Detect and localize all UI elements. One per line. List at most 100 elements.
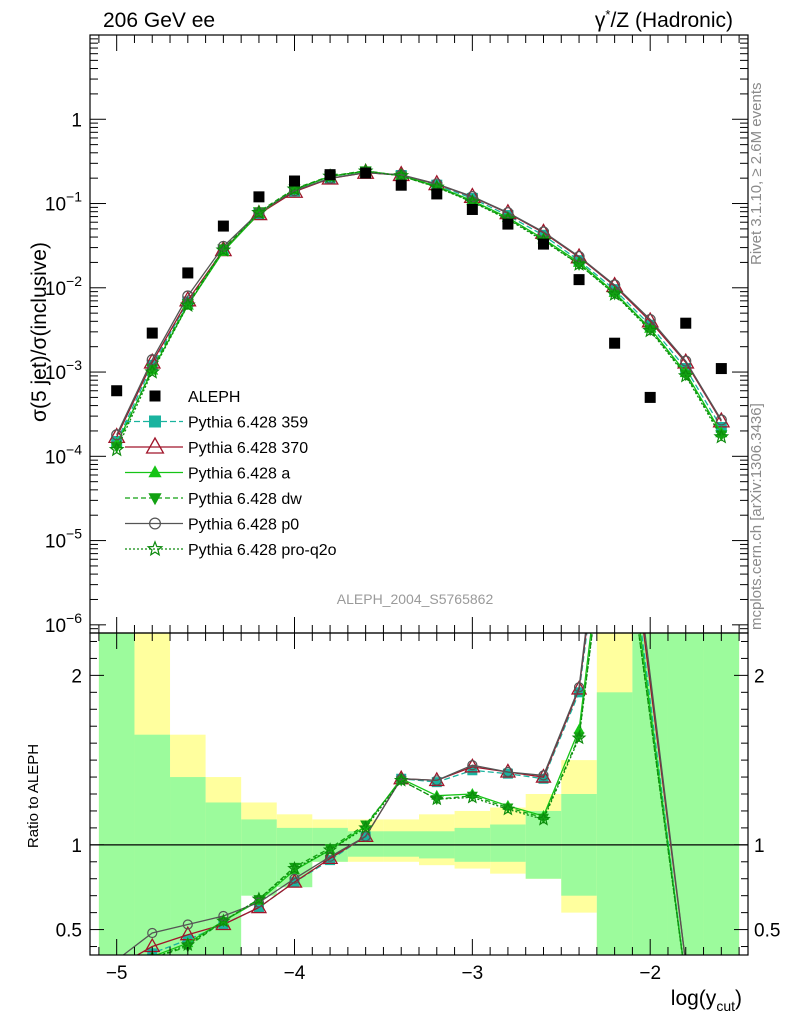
ratio-point-pythia-6-428-pro-q2o: [465, 789, 480, 804]
band-stat: [98, 633, 135, 955]
ratio-ytick-label: 1: [754, 836, 765, 857]
analysis-watermark: ALEPH_2004_S5765862: [337, 591, 494, 607]
point-pythia-6-428-p0: [680, 355, 692, 367]
ratio-line-pythia-6-428-p0: [122, 633, 686, 955]
ratio-point-pythia-6-428-pro-q2o: [287, 860, 302, 875]
band-stat: [383, 831, 419, 857]
ratio-point-pythia-6-428-dw: [573, 732, 585, 743]
data-point-aleph: [715, 363, 727, 375]
point-pythia-6-428-pro-q2o: [713, 428, 730, 444]
ratio-point-pythia-6-428-370: [535, 768, 552, 783]
ytick-label: 10−4: [45, 441, 82, 468]
legend-label-pythia-6-428-pro-q2o: Pythia 6.428 pro-q2o: [188, 542, 337, 559]
data-point-aleph: [182, 267, 194, 279]
ratio-point-pythia-6-428-dw: [609, 451, 620, 461]
point-pythia-6-428-dw: [110, 442, 123, 454]
ytick-label: 10−5: [45, 526, 82, 553]
legend-entry-pythia-6-428-pro-q2o: Pythia 6.428 pro-q2o: [125, 540, 337, 559]
ratio-point-pythia-6-428-dw: [146, 954, 158, 955]
data-point-aleph: [217, 220, 229, 232]
band-stat: [703, 633, 740, 955]
y-axis-label-main: σ(5 jet)/σ(inclusive): [28, 242, 51, 422]
ratio-point-pythia-6-428-359: [431, 777, 442, 788]
ratio-point-pythia-6-428-dw: [502, 803, 514, 814]
data-point-aleph: [609, 337, 621, 349]
data-point-aleph: [466, 203, 478, 215]
ratio-point-pythia-6-428-a: [573, 723, 585, 734]
legend-entry-pythia-6-428-a: Pythia 6.428 a: [125, 465, 290, 483]
x-axis-label: log(ycut): [671, 987, 742, 1014]
legend-entry-pythia-6-428-p0: Pythia 6.428 p0: [125, 517, 299, 534]
line-pythia-6-428-pro-q2o: [116, 170, 722, 450]
point-pythia-6-428-dw: [217, 244, 230, 256]
data-point-aleph: [111, 385, 123, 397]
ratio-point-pythia-6-428-p0: [182, 919, 193, 930]
ratio-line-pythia-6-428-pro-q2o: [159, 633, 684, 955]
point-pythia-6-428-pro-q2o: [606, 285, 623, 301]
ratio-point-pythia-6-428-p0: [573, 682, 585, 693]
point-pythia-6-428-pro-q2o: [215, 241, 232, 257]
ratio-point-pythia-6-428-pro-q2o: [393, 772, 409, 787]
point-pythia-6-428-p0: [217, 240, 229, 252]
ratio-point-pythia-6-428-pro-q2o: [322, 842, 338, 857]
ratio-point-pythia-6-428-370: [608, 397, 622, 410]
ratio-point-pythia-6-428-370: [250, 898, 268, 914]
band-stat: [490, 824, 526, 862]
ratio-point-pythia-6-428-pro-q2o: [536, 811, 551, 826]
data-point-aleph: [644, 391, 656, 403]
point-pythia-6-428-pro-q2o: [144, 363, 161, 379]
ratio-point-pythia-6-428-pro-q2o: [251, 891, 267, 906]
data-point-aleph: [395, 179, 407, 191]
band-stat: [170, 777, 206, 955]
legend-label-pythia-6-428-p0: Pythia 6.428 p0: [188, 517, 299, 534]
y-axis-label-ratio: Ratio to ALEPH: [25, 744, 42, 848]
ratio-point-pythia-6-428-359: [325, 855, 336, 866]
data-point-aleph: [324, 169, 336, 181]
ratio-point-pythia-6-428-pro-q2o: [358, 820, 373, 835]
ratio-ytick-label: 2: [754, 666, 765, 687]
rivet-version-label: Rivet 3.1.10, ≥ 2.6M events: [748, 83, 765, 266]
ratio-point-pythia-6-428-p0: [431, 775, 442, 786]
x-tick-label: −5: [106, 963, 128, 984]
main-panel: 10−6 10−5 10−4 10−3 10−2 10−1 1: [45, 34, 749, 637]
ratio-point-pythia-6-428-359: [538, 773, 549, 784]
ratio-point-pythia-6-428-dw: [360, 820, 372, 831]
ytick-label: 10−1: [45, 189, 82, 216]
legend-marker-pythia-6-428-370: [145, 436, 165, 454]
ratio-point-pythia-6-428-370: [570, 680, 588, 695]
mcplots-credit-label: mcplots.cern.ch [arXiv:1306.3436]: [748, 403, 765, 630]
legend-label-aleph: ALEPH: [188, 389, 240, 406]
ratio-point-pythia-6-428-p0: [360, 831, 371, 842]
ratio-line-pythia-6-428-dw: [160, 633, 684, 955]
band-stat: [205, 802, 242, 955]
x-tick-label: −4: [284, 963, 306, 984]
ratio-point-pythia-6-428-p0: [538, 770, 549, 781]
data-point-aleph: [146, 327, 158, 339]
point-pythia-6-428-pro-q2o: [571, 256, 587, 271]
ytick-label: 10−6: [45, 610, 82, 637]
ratio-point-pythia-6-428-pro-q2o: [500, 801, 516, 816]
ratio-point-pythia-6-428-p0: [289, 873, 300, 884]
point-pythia-6-428-dw: [715, 430, 728, 442]
ratio-point-pythia-6-428-dw: [680, 976, 691, 986]
header-right-label: γ*/Z (Hadronic): [595, 7, 733, 32]
point-pythia-6-428-p0: [609, 279, 621, 291]
x-tick-label: −3: [462, 963, 484, 984]
data-point-aleph: [289, 175, 301, 187]
ytick-label: 10−3: [45, 357, 82, 384]
legend-label-pythia-6-428-dw: Pythia 6.428 dw: [188, 491, 302, 508]
ratio-ytick-label: 0.5: [754, 921, 780, 942]
legend-marker-pythia-6-428-pro-q2o: [146, 540, 164, 557]
point-pythia-6-428-pro-q2o: [179, 297, 196, 312]
ratio-point-pythia-6-428-370: [321, 849, 339, 865]
point-pythia-6-428-p0: [466, 190, 478, 203]
data-point-aleph: [431, 188, 443, 200]
line-pythia-6-428-a: [116, 170, 722, 445]
ratio-point-pythia-6-428-p0: [681, 959, 690, 968]
point-pythia-6-428-p0: [715, 414, 727, 426]
legend-label-pythia-6-428-370: Pythia 6.428 370: [188, 440, 308, 457]
data-point-aleph: [573, 274, 585, 286]
ratio-point-pythia-6-428-pro-q2o: [680, 974, 691, 985]
point-pythia-6-428-p0: [182, 290, 194, 302]
